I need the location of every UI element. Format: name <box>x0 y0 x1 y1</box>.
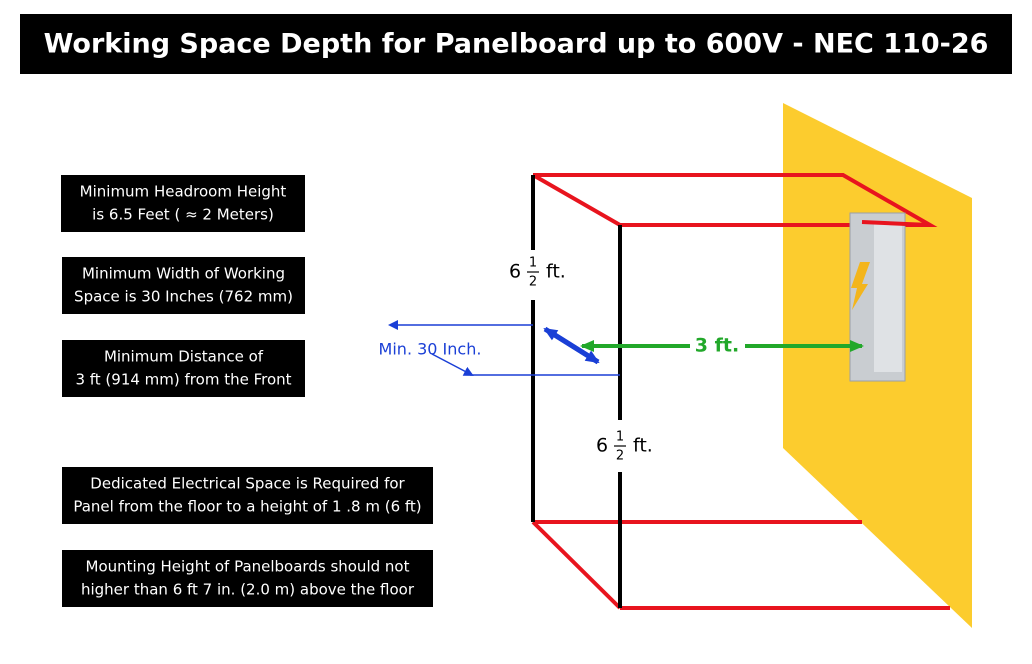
note-box <box>62 257 305 314</box>
numerator: 1 <box>529 256 537 271</box>
width-label: Min. 30 Inch. <box>379 340 482 359</box>
height-back: 6 1 2 ft. <box>509 256 566 290</box>
whole: 6 <box>596 435 608 457</box>
title-bar <box>20 14 1012 74</box>
note-box <box>62 340 305 397</box>
width-dimension <box>388 320 620 376</box>
unit: ft. <box>546 261 566 283</box>
note-line: Mounting Height of Panelboards should no… <box>86 558 410 576</box>
note-line: Minimum Headroom Height <box>80 183 287 201</box>
note-box <box>61 175 305 232</box>
whole: 6 <box>509 261 521 283</box>
title: Working Space Depth for Panelboard up to… <box>44 29 989 60</box>
note-line: 3 ft (914 mm) from the Front <box>75 371 291 389</box>
depth-label: 3 ft. <box>695 335 739 357</box>
note-line: Panel from the floor to a height of 1 .8… <box>73 498 421 516</box>
note-line: Dedicated Electrical Space is Required f… <box>90 475 405 493</box>
panel <box>849 212 906 382</box>
verticals <box>531 175 622 608</box>
numerator: 1 <box>616 430 624 445</box>
note-box <box>62 550 433 607</box>
note-line: higher than 6 ft 7 in. (2.0 m) above the… <box>81 581 415 599</box>
note-line: Minimum Distance of <box>104 348 264 366</box>
height-front: 6 1 2 ft. <box>596 430 653 464</box>
unit: ft. <box>633 435 653 457</box>
note-line: Minimum Width of Working <box>82 265 285 283</box>
denominator: 2 <box>529 275 537 290</box>
note-line: is 6.5 Feet ( ≈ 2 Meters) <box>92 206 274 224</box>
box-red-front <box>861 220 931 227</box>
note-line: Space is 30 Inches (762 mm) <box>74 288 293 306</box>
denominator: 2 <box>616 449 624 464</box>
note-box <box>62 467 433 524</box>
